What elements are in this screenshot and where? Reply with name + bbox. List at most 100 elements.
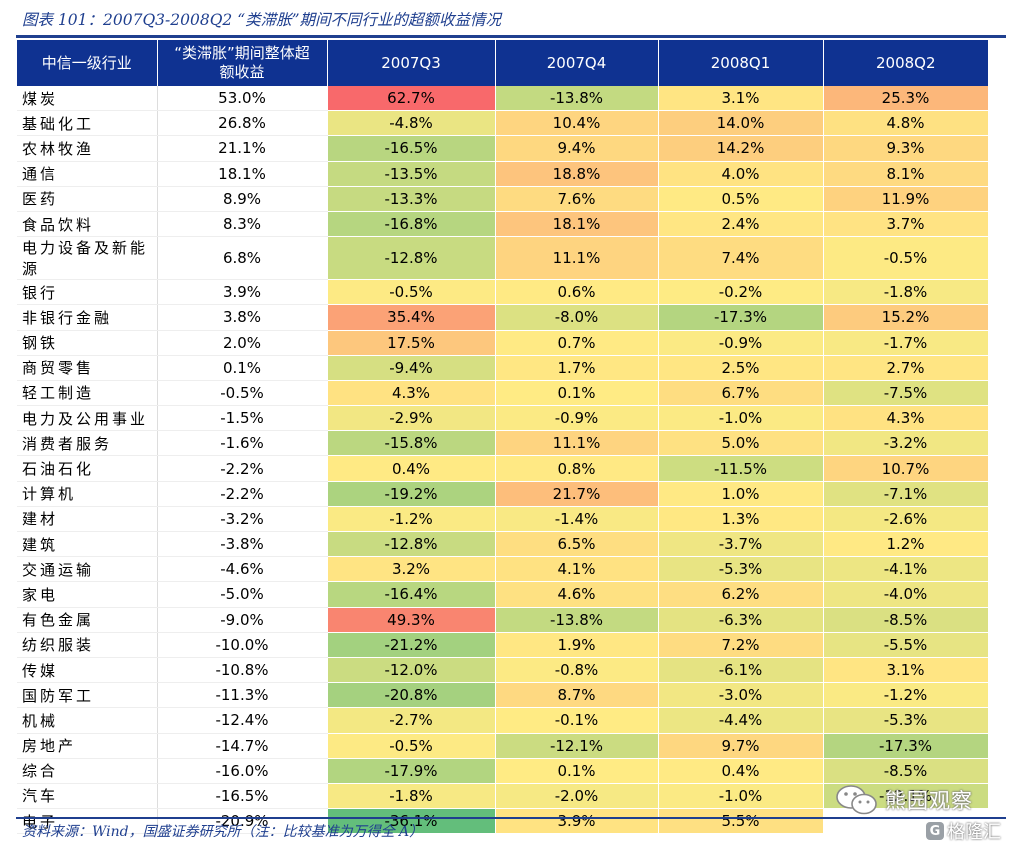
quarter-return-cell: -1.2% <box>327 506 496 533</box>
industry-cell: 医药 <box>17 186 158 212</box>
overall-return-cell: -12.4% <box>157 707 328 734</box>
quarter-return-cell: 6.2% <box>658 581 824 608</box>
quarter-return-cell: -1.8% <box>327 783 496 810</box>
quarter-return-cell: 3.7% <box>823 211 989 238</box>
quarter-return-cell: 4.3% <box>823 405 989 432</box>
quarter-return-cell: 3.2% <box>327 556 496 583</box>
quarter-return-cell: -12.8% <box>327 236 496 281</box>
quarter-return-cell: -13.5% <box>327 161 496 187</box>
quarter-return-cell: -16.8% <box>327 211 496 238</box>
quarter-return-cell: -6.1% <box>658 657 824 684</box>
quarter-return-cell: 4.0% <box>658 161 824 187</box>
quarter-return-cell: 1.2% <box>823 531 989 558</box>
quarter-return-cell: 3.1% <box>823 657 989 684</box>
quarter-return-cell: -1.4% <box>495 506 659 533</box>
quarter-return-cell: 14.0% <box>658 110 824 137</box>
quarter-return-cell: -0.5% <box>327 733 496 759</box>
quarter-return-cell: 1.0% <box>658 481 824 507</box>
table-row: 轻工制造 -0.5% 4.3% 0.1% 6.7% -7.5% <box>17 380 989 407</box>
table-row: 商贸零售 0.1% -9.4% 1.7% 2.5% 2.7% <box>17 355 989 381</box>
industry-cell: 建筑 <box>17 531 158 558</box>
quarter-return-cell: 25.3% <box>823 86 989 112</box>
quarter-return-cell: -6.3% <box>658 607 824 633</box>
quarter-return-cell: 7.4% <box>658 236 824 281</box>
quarter-return-cell: -8.5% <box>823 607 989 633</box>
wechat-icon <box>836 785 877 815</box>
quarter-return-cell: 11.9% <box>823 186 989 212</box>
table-row: 银行 3.9% -0.5% 0.6% -0.2% -1.8% <box>17 279 989 306</box>
industry-cell: 银行 <box>17 279 158 306</box>
excess-return-table: 中信一级行业 “类滞胀”期间整体超额收益 2007Q3 2007Q4 2008Q… <box>17 40 989 835</box>
industry-cell: 建材 <box>17 506 158 533</box>
quarter-return-cell: 0.8% <box>495 455 659 482</box>
quarter-return-cell: -1.0% <box>658 405 824 432</box>
industry-cell: 综合 <box>17 758 158 784</box>
quarter-return-cell: 1.3% <box>658 506 824 533</box>
industry-cell: 消费者服务 <box>17 430 158 457</box>
quarter-return-cell: -4.4% <box>658 707 824 734</box>
quarter-return-cell: 35.4% <box>327 304 496 331</box>
quarter-return-cell: 1.9% <box>495 632 659 658</box>
quarter-return-cell: -13.3% <box>327 186 496 212</box>
industry-cell: 房地产 <box>17 733 158 759</box>
quarter-return-cell: -2.7% <box>327 707 496 734</box>
header-industry: 中信一级行业 <box>17 40 158 86</box>
quarter-return-cell: 1.7% <box>495 355 659 381</box>
table-row: 交通运输 -4.6% 3.2% 4.1% -5.3% -4.1% <box>17 556 989 583</box>
quarter-return-cell: -36.1% <box>327 808 496 835</box>
quarter-return-cell <box>823 808 989 835</box>
overall-return-cell: -10.8% <box>157 657 328 684</box>
industry-cell: 电子 <box>17 808 158 835</box>
quarter-return-cell: -13.8% <box>495 86 659 112</box>
quarter-return-cell: -0.5% <box>823 236 989 281</box>
quarter-return-cell: -12.8% <box>327 531 496 558</box>
figure-title: 图表 101：2007Q3-2008Q2 “类滞胀”期间不同行业的超额收益情况 <box>22 11 502 29</box>
header-2008q2: 2008Q2 <box>823 40 988 86</box>
overall-return-cell: -1.6% <box>157 430 328 457</box>
quarter-return-cell: 4.3% <box>327 380 496 407</box>
overall-return-cell: -3.2% <box>157 506 328 533</box>
source-note: 资料来源：Wind，国盛证券研究所（注：比较基准为万得全 A） <box>22 824 424 840</box>
table-row: 建筑 -3.8% -12.8% 6.5% -3.7% 1.2% <box>17 531 989 558</box>
quarter-return-cell: 9.4% <box>495 135 659 162</box>
quarter-return-cell: 4.1% <box>495 556 659 583</box>
table-row: 汽车 -16.5% -1.8% -2.0% -1.0% -12.1% <box>17 783 989 810</box>
table-row: 通信 18.1% -13.5% 18.8% 4.0% 8.1% <box>17 161 989 187</box>
table-row: 综合 -16.0% -17.9% 0.1% 0.4% -8.5% <box>17 758 989 784</box>
quarter-return-cell: 18.1% <box>495 211 659 238</box>
quarter-return-cell: -12.0% <box>327 657 496 684</box>
industry-cell: 食品饮料 <box>17 211 158 238</box>
table-row: 农林牧渔 21.1% -16.5% 9.4% 14.2% 9.3% <box>17 135 989 162</box>
overall-return-cell: 8.9% <box>157 186 328 212</box>
quarter-return-cell: -7.5% <box>823 380 989 407</box>
quarter-return-cell: 15.2% <box>823 304 989 331</box>
quarter-return-cell: -4.8% <box>327 110 496 137</box>
industry-cell: 交通运输 <box>17 556 158 583</box>
quarter-return-cell: -8.0% <box>495 304 659 331</box>
table-row: 家电 -5.0% -16.4% 4.6% 6.2% -4.0% <box>17 581 989 608</box>
quarter-return-cell: -7.1% <box>823 481 989 507</box>
quarter-return-cell: -4.0% <box>823 581 989 608</box>
overall-return-cell: 26.8% <box>157 110 328 137</box>
quarter-return-cell: 9.3% <box>823 135 989 162</box>
quarter-return-cell: 8.1% <box>823 161 989 187</box>
quarter-return-cell: -0.2% <box>658 279 824 306</box>
overall-return-cell: -2.2% <box>157 481 328 507</box>
quarter-return-cell: -0.8% <box>495 657 659 684</box>
quarter-return-cell: 2.4% <box>658 211 824 238</box>
watermark-brand2: 格隆汇 <box>947 822 1001 843</box>
table-row: 钢铁 2.0% 17.5% 0.7% -0.9% -1.7% <box>17 330 989 356</box>
industry-cell: 基础化工 <box>17 110 158 137</box>
table-row: 机械 -12.4% -2.7% -0.1% -4.4% -5.3% <box>17 707 989 734</box>
quarter-return-cell: -0.5% <box>327 279 496 306</box>
quarter-return-cell: -3.2% <box>823 430 989 457</box>
industry-cell: 纺织服装 <box>17 632 158 658</box>
quarter-return-cell: 18.8% <box>495 161 659 187</box>
quarter-return-cell: -15.8% <box>327 430 496 457</box>
table-row: 石油石化 -2.2% 0.4% 0.8% -11.5% 10.7% <box>17 455 989 482</box>
quarter-return-cell: 4.6% <box>495 581 659 608</box>
quarter-return-cell: -1.2% <box>823 682 989 709</box>
overall-return-cell: -2.2% <box>157 455 328 482</box>
quarter-return-cell: -1.7% <box>823 330 989 356</box>
table-row: 计算机 -2.2% -19.2% 21.7% 1.0% -7.1% <box>17 481 989 507</box>
